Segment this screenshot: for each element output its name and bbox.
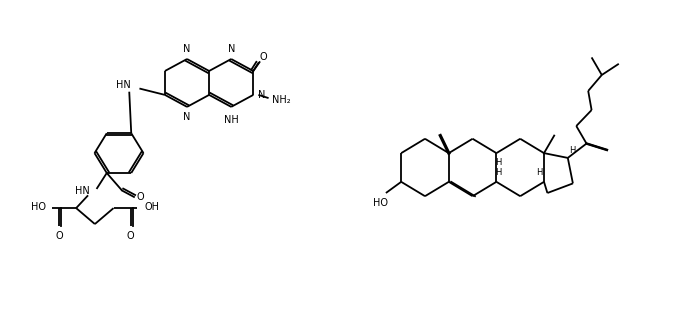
- Text: N: N: [228, 44, 235, 54]
- Text: O: O: [136, 192, 144, 202]
- Text: H: H: [495, 158, 501, 167]
- Text: N: N: [184, 112, 190, 122]
- Text: HN: HN: [116, 80, 131, 90]
- Text: OH: OH: [144, 202, 159, 211]
- Text: NH: NH: [224, 115, 239, 125]
- Text: NH₂: NH₂: [272, 95, 290, 105]
- Text: HN: HN: [75, 186, 90, 196]
- Text: H: H: [570, 146, 576, 155]
- Text: N: N: [258, 90, 266, 100]
- Text: H: H: [536, 168, 542, 177]
- Text: HO: HO: [373, 198, 388, 208]
- Text: HO: HO: [31, 202, 46, 211]
- Text: O: O: [55, 231, 63, 241]
- Text: O: O: [126, 231, 135, 241]
- Text: H: H: [495, 168, 501, 177]
- Text: O: O: [260, 52, 267, 62]
- Text: N: N: [184, 44, 190, 54]
